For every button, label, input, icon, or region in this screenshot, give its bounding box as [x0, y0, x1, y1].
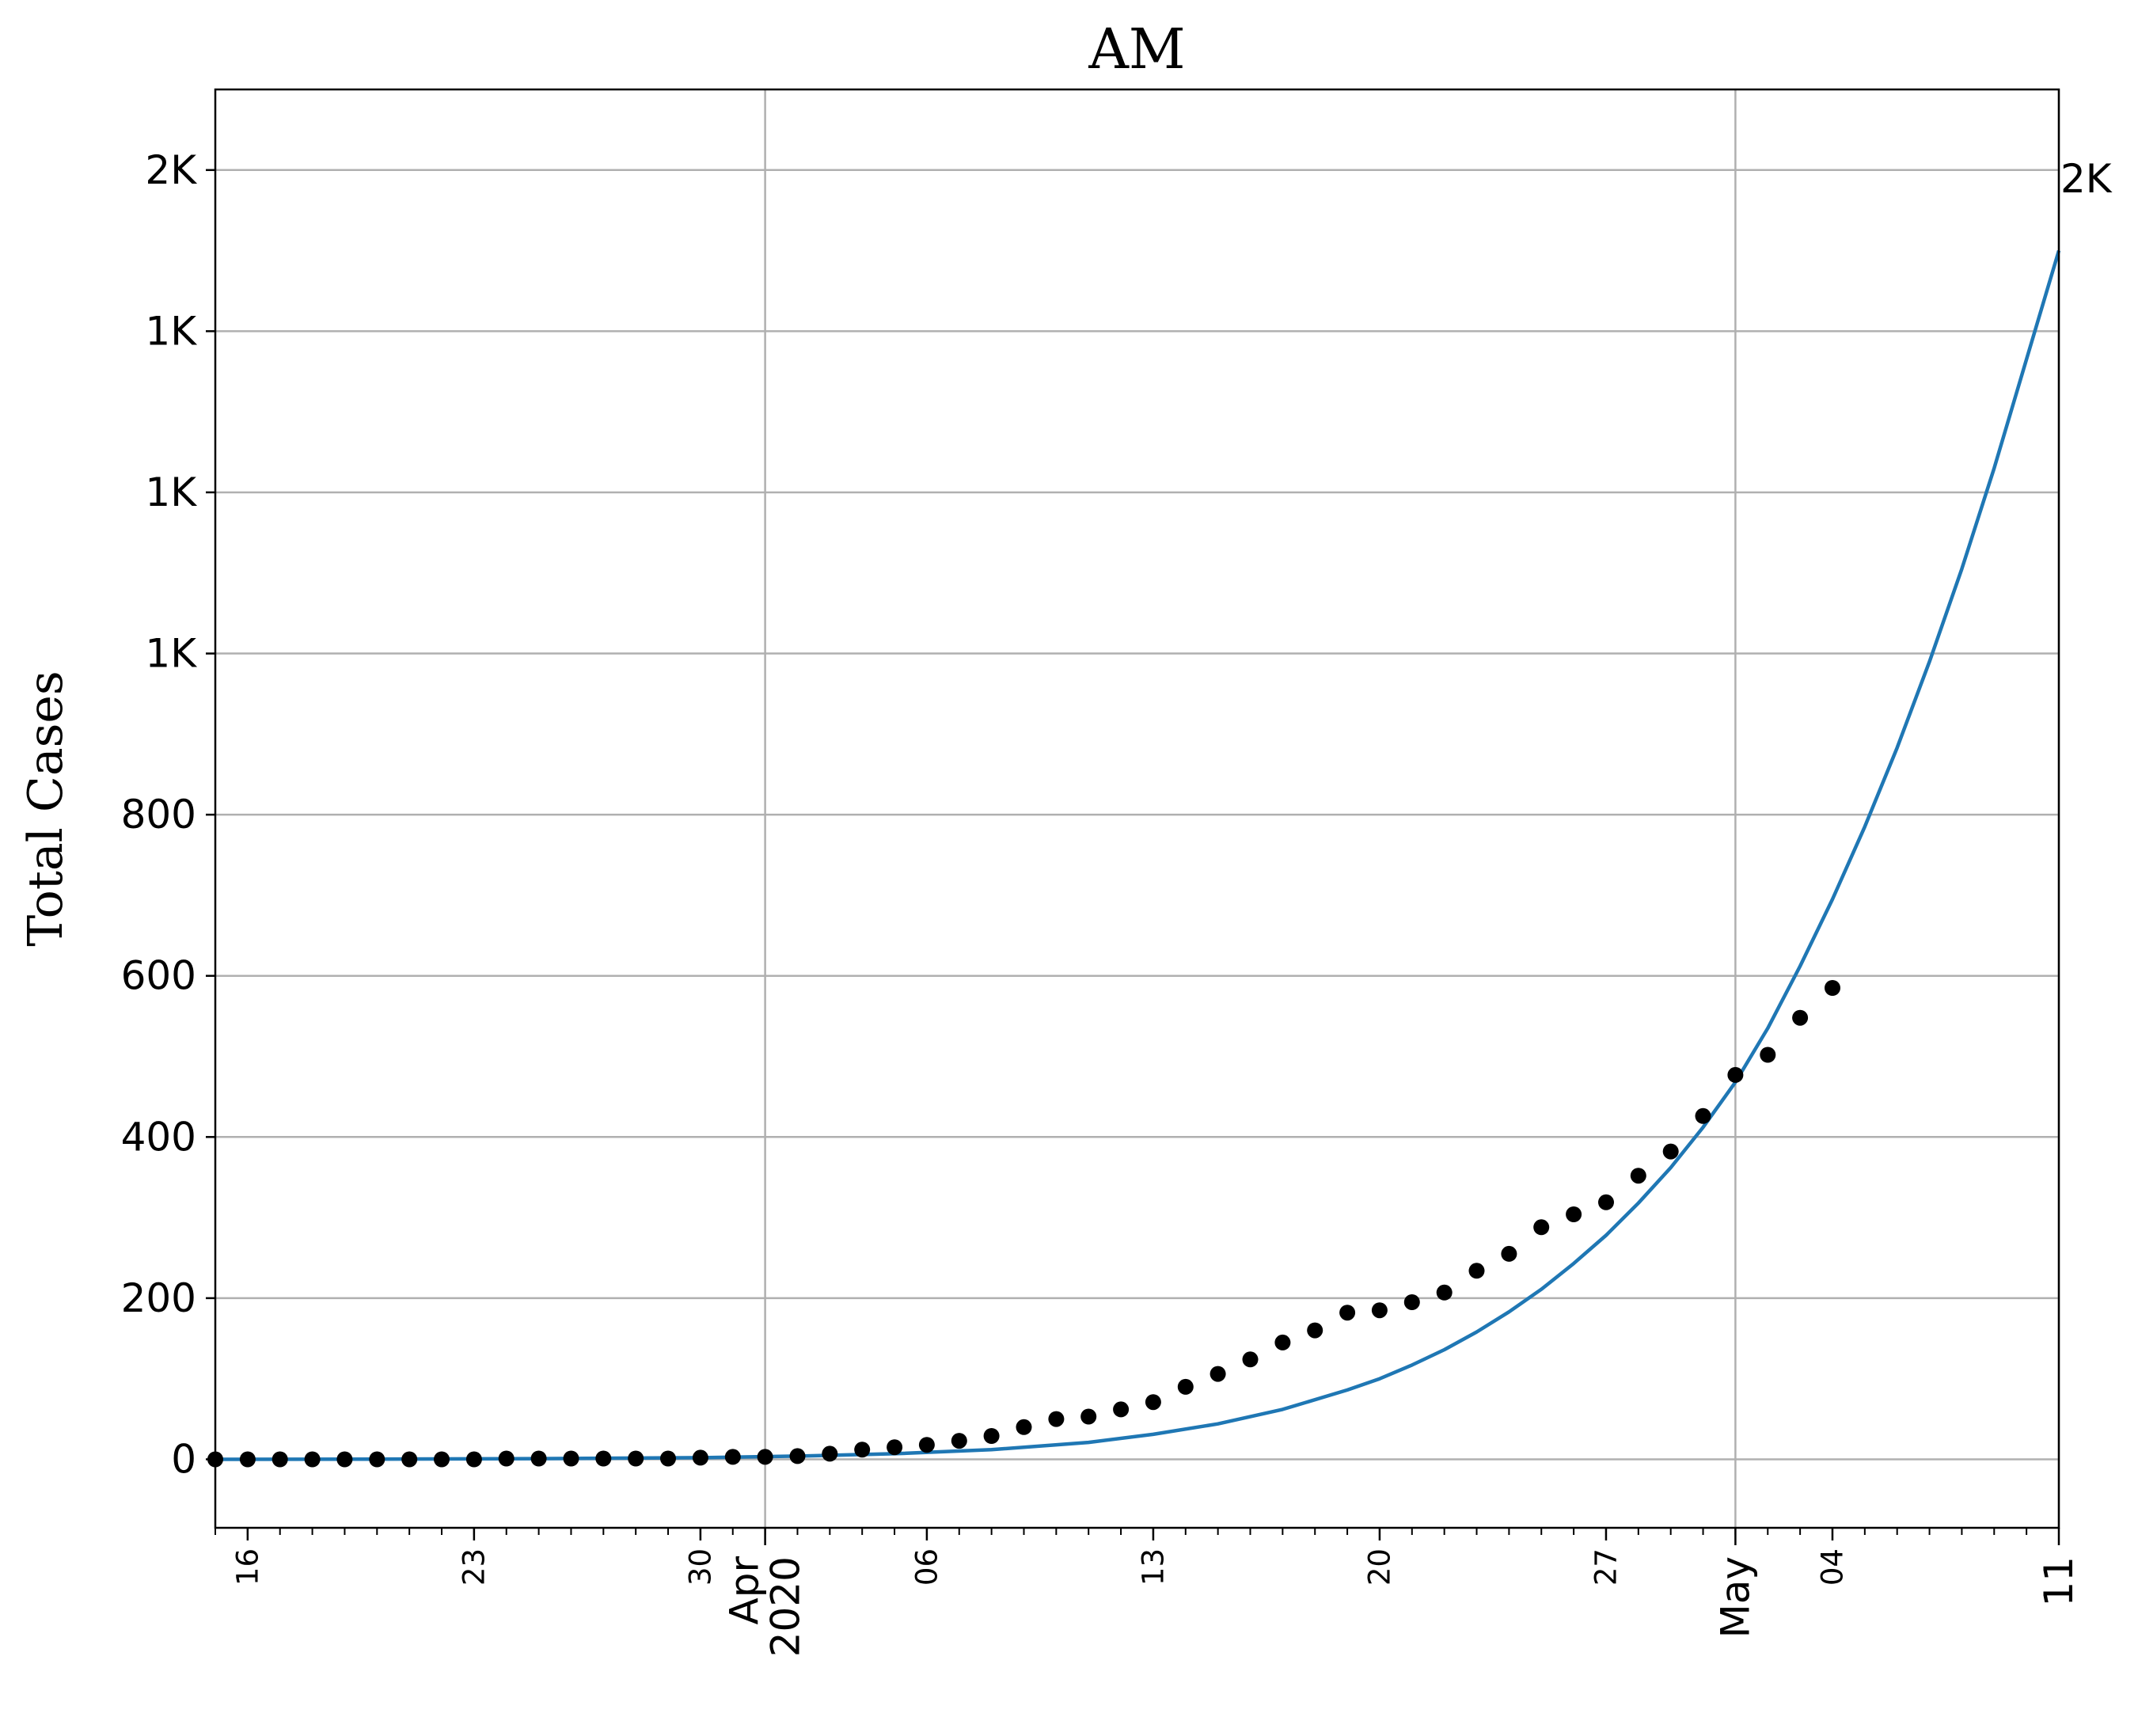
data-point: [1016, 1419, 1032, 1435]
x-major-tick-label: 11: [2036, 1556, 2082, 1607]
chart-title: AM: [1088, 17, 1185, 82]
x-minor-tick-label: 27: [1589, 1548, 1623, 1586]
x-minor-tick-label: 04: [1815, 1548, 1849, 1586]
y-tick-label: 0: [171, 1436, 196, 1482]
data-point: [887, 1439, 903, 1456]
data-point: [1403, 1294, 1420, 1310]
data-point: [757, 1449, 773, 1465]
fit-curve: [215, 249, 2061, 1461]
data-point: [336, 1451, 353, 1468]
data-point: [822, 1445, 838, 1462]
data-point: [434, 1451, 450, 1468]
data-point: [465, 1451, 482, 1468]
y-axis-label: Total Cases: [18, 670, 74, 946]
data-point: [1274, 1334, 1291, 1350]
y-tick-label: 200: [121, 1275, 196, 1321]
x-major-tick-label: Apr2020: [722, 1556, 809, 1658]
y-tick-label: 2K: [145, 147, 197, 193]
y-tick-label: 1K: [145, 469, 197, 515]
data-point: [1695, 1107, 1711, 1124]
y-tick-label: 600: [121, 953, 196, 999]
line-end-label: 2K: [2060, 156, 2113, 202]
plot-frame: [214, 88, 2060, 1529]
data-point: [1566, 1206, 1582, 1222]
data-point: [692, 1449, 708, 1466]
data-point: [1727, 1066, 1744, 1083]
data-point: [239, 1451, 256, 1468]
x-minor-tick-label: 20: [1362, 1548, 1396, 1586]
data-point: [272, 1451, 288, 1468]
data-point: [1242, 1351, 1259, 1368]
data-point: [1371, 1302, 1388, 1319]
data-point: [918, 1437, 935, 1453]
x-axis-ticks: 16 23 30 06 13 20 27 04 Apr2020 May 11: [215, 1528, 2082, 1657]
data-point: [724, 1449, 741, 1465]
y-tick-label: 800: [121, 792, 196, 838]
data-point: [1825, 980, 1840, 996]
data-point: [1598, 1194, 1614, 1210]
data-point: [1048, 1411, 1065, 1427]
data-point: [854, 1442, 871, 1458]
data-point: [789, 1448, 806, 1464]
data-point: [530, 1450, 547, 1467]
data-point: [1533, 1219, 1550, 1236]
data-point: [1339, 1305, 1356, 1321]
data-point: [1662, 1143, 1679, 1160]
data-point: [1436, 1284, 1453, 1301]
data-point: [595, 1450, 612, 1467]
x-minor-tick-label: 06: [910, 1548, 944, 1586]
y-axis-ticks: 0 200 400 600 800 1K 1K 1K 2K: [121, 147, 215, 1482]
data-point: [1210, 1366, 1226, 1382]
x-major-tick-label: May: [1712, 1556, 1758, 1638]
data-point: [1113, 1401, 1130, 1418]
data-point: [1145, 1394, 1161, 1411]
data-point: [1177, 1378, 1194, 1395]
y-tick-label: 1K: [145, 631, 197, 677]
data-point: [1792, 1009, 1809, 1026]
data-point: [951, 1433, 967, 1449]
x-minor-tick-label: 16: [230, 1548, 264, 1586]
data-point: [401, 1451, 418, 1468]
data-point: [1080, 1408, 1097, 1425]
data-point: [660, 1450, 676, 1467]
data-point: [983, 1428, 1000, 1444]
data-point: [563, 1450, 579, 1467]
data-point: [1307, 1322, 1323, 1339]
x-minor-tick-label: 23: [457, 1548, 491, 1586]
data-point: [628, 1450, 644, 1467]
data-point: [304, 1451, 321, 1468]
x-minor-tick-label: 30: [683, 1548, 717, 1586]
fit-line-layer: [215, 249, 2061, 1461]
x-minor-tick-label: 13: [1136, 1548, 1170, 1586]
data-point: [1501, 1245, 1517, 1262]
y-tick-label: 1K: [145, 308, 197, 354]
data-point: [1468, 1263, 1485, 1279]
data-points: [207, 980, 1840, 1468]
data-point: [1760, 1047, 1776, 1063]
data-point: [369, 1451, 385, 1468]
data-point: [1630, 1168, 1646, 1184]
y-tick-label: 400: [121, 1114, 196, 1160]
data-point: [498, 1450, 515, 1467]
